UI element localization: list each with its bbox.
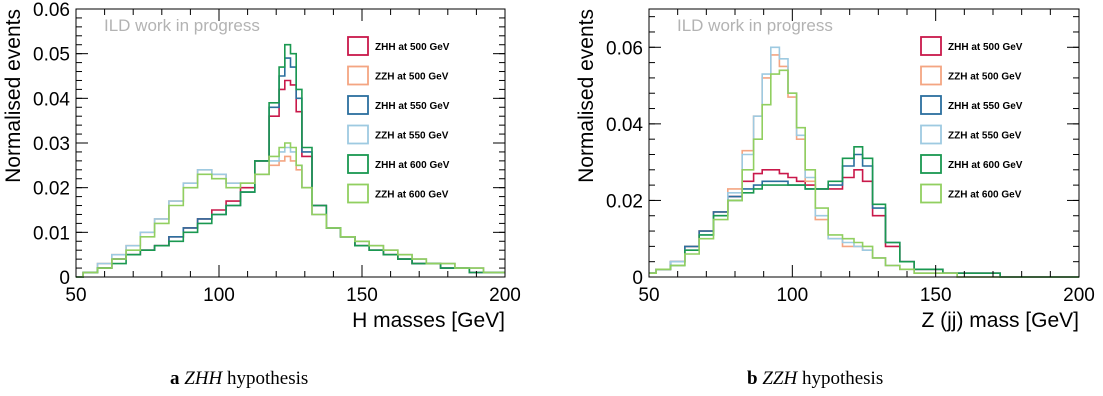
legend-entry-label: ZHH at 500 GeV bbox=[375, 42, 450, 53]
legend-entry-label: ZZH at 550 GeV bbox=[375, 131, 449, 142]
y-tick-label: 0.02 bbox=[606, 191, 643, 212]
y-tick-label: 0.03 bbox=[33, 134, 70, 155]
y-axis-label: Normalised events bbox=[2, 9, 25, 183]
legend-swatch bbox=[347, 65, 369, 86]
chart-annotation: ILD work in progress bbox=[677, 16, 833, 35]
caption-a: a ZHH hypothesis bbox=[170, 368, 308, 390]
chart-annotation: ILD work in progress bbox=[104, 16, 260, 35]
histogram-figure: 50 100 150 200 0 0.01 0.02 0.03 0.04 0.05 0.06 H ma… bbox=[2, 0, 1095, 332]
caption-a-text: hypothesis bbox=[227, 368, 309, 389]
y-tick-label: 0.04 bbox=[606, 115, 643, 136]
legend-swatch bbox=[347, 183, 369, 204]
legend-swatch bbox=[920, 65, 942, 86]
chart-1: 50 100 150 200 0 0.01 0.02 0.03 0.04 0.05 0.06 H ma… bbox=[2, 0, 521, 332]
y-axis-label: Normalised events bbox=[575, 9, 598, 183]
chart-2: 50 100 150 200 0 0.02 0.04 0.06 Z (jj) mass [GeV… bbox=[575, 8, 1095, 332]
x-tick-label: 100 bbox=[203, 285, 235, 306]
y-tick-label: 0.06 bbox=[33, 0, 70, 21]
plot-frame bbox=[648, 8, 1080, 278]
x-tick-label: 150 bbox=[346, 285, 378, 306]
legend-entry-label: ZZH at 500 GeV bbox=[948, 72, 1022, 83]
caption-b-letter: b bbox=[747, 368, 758, 389]
legend-entry-label: ZZH at 600 GeV bbox=[375, 190, 449, 201]
legend-swatch bbox=[920, 154, 942, 174]
y-tick-label: 0.06 bbox=[606, 38, 643, 59]
series-line-6 bbox=[649, 69, 1079, 278]
legend-entry-label: ZHH at 500 GeV bbox=[948, 42, 1023, 53]
legend-swatch bbox=[347, 124, 369, 145]
legend-entry-label: ZHH at 600 GeV bbox=[948, 160, 1023, 171]
y-tick-label: 0.01 bbox=[33, 223, 70, 244]
y-tick-label: 0 bbox=[632, 268, 643, 289]
x-tick-label: 150 bbox=[920, 285, 952, 306]
x-axis-label: Z (jj) mass [GeV] bbox=[921, 309, 1079, 332]
caption-a-math: ZHH bbox=[184, 368, 223, 389]
legend-entry-label: ZZH at 600 GeV bbox=[948, 190, 1022, 201]
caption-b-text: hypothesis bbox=[801, 368, 884, 389]
x-axis-label: H masses [GeV] bbox=[352, 309, 505, 332]
legend-swatch bbox=[920, 124, 942, 145]
x-tick-label: 50 bbox=[638, 285, 659, 306]
y-tick-label: 0.04 bbox=[33, 89, 70, 110]
x-tick-label: 50 bbox=[65, 285, 86, 306]
x-tick-label: 200 bbox=[1063, 285, 1095, 306]
caption-b-math: ZZH bbox=[762, 368, 798, 389]
legend-entry-label: ZHH at 550 GeV bbox=[948, 101, 1023, 112]
x-tick-label: 100 bbox=[776, 285, 808, 306]
legend-swatch bbox=[920, 183, 942, 204]
x-tick-label: 200 bbox=[489, 285, 521, 306]
series-line-2 bbox=[76, 155, 505, 278]
series-line-6 bbox=[76, 142, 505, 278]
legend-swatch bbox=[920, 95, 942, 115]
y-tick-label: 0.05 bbox=[33, 45, 70, 66]
series-line-5 bbox=[76, 43, 505, 278]
legend-entry-label: ZZH at 500 GeV bbox=[375, 72, 449, 83]
caption-a-letter: a bbox=[170, 368, 180, 389]
y-tick-label: 0 bbox=[59, 268, 70, 289]
legend-swatch bbox=[920, 36, 942, 56]
legend-swatch bbox=[347, 36, 369, 56]
legend-swatch bbox=[347, 154, 369, 174]
legend-entry-label: ZZH at 550 GeV bbox=[948, 131, 1022, 142]
legend-swatch bbox=[347, 95, 369, 115]
caption-b: b ZZH hypothesis bbox=[747, 368, 883, 390]
legend-entry-label: ZHH at 550 GeV bbox=[375, 101, 450, 112]
legend-entry-label: ZHH at 600 GeV bbox=[375, 160, 450, 171]
y-tick-label: 0.02 bbox=[33, 179, 70, 200]
